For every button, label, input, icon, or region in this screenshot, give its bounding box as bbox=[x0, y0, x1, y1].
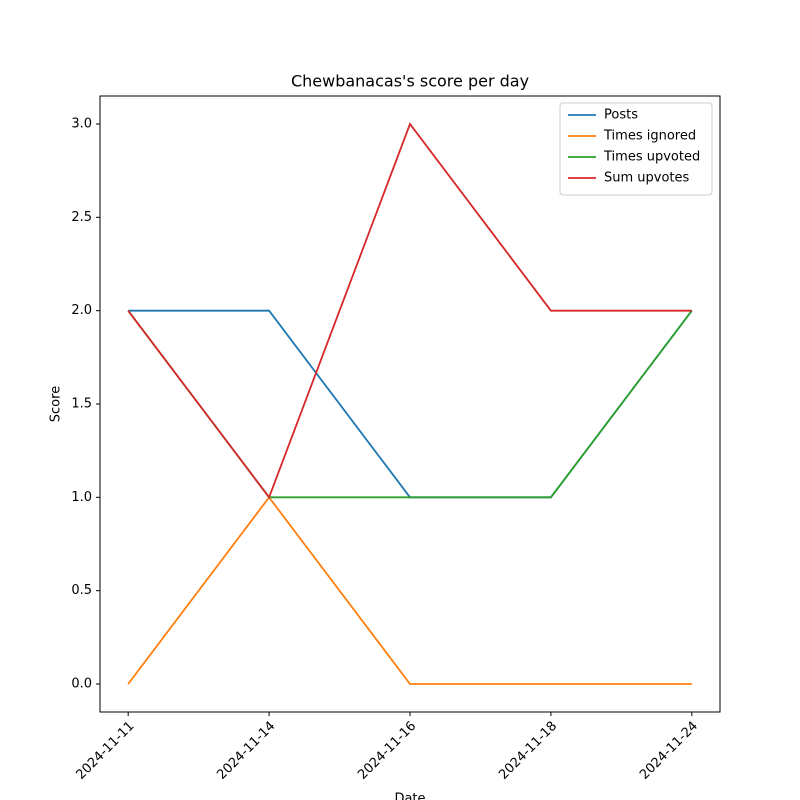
y-tick-label: 2.0 bbox=[71, 303, 92, 318]
y-tick-label: 1.0 bbox=[71, 490, 92, 505]
legend-label: Posts bbox=[604, 108, 638, 123]
series-line bbox=[128, 309, 693, 499]
x-axis-label: Date bbox=[394, 792, 425, 800]
x-tick-label: 2024-11-24 bbox=[637, 719, 701, 783]
chart-title: Chewbanacas's score per day bbox=[291, 72, 529, 91]
y-axis-label: Score bbox=[49, 386, 64, 422]
series-line bbox=[127, 122, 692, 500]
x-tick-label: 2024-11-14 bbox=[214, 719, 278, 783]
legend-label: Times ignored bbox=[603, 129, 696, 144]
legend-label: Sum upvotes bbox=[604, 171, 690, 186]
series-line bbox=[127, 495, 692, 685]
series-line bbox=[127, 310, 693, 499]
y-tick-label: 3.0 bbox=[71, 117, 92, 132]
legend-label: Times upvoted bbox=[603, 150, 700, 165]
x-tick-label: 2024-11-18 bbox=[496, 719, 560, 783]
y-tick-label: 2.5 bbox=[71, 210, 92, 225]
y-tick-label: 0.5 bbox=[71, 583, 92, 598]
x-tick-label: 2024-11-16 bbox=[355, 719, 419, 783]
y-tick-label: 0.0 bbox=[71, 677, 92, 692]
y-tick-label: 1.5 bbox=[71, 397, 92, 412]
x-tick-label: 2024-11-11 bbox=[73, 719, 137, 783]
legend-box bbox=[559, 102, 713, 196]
